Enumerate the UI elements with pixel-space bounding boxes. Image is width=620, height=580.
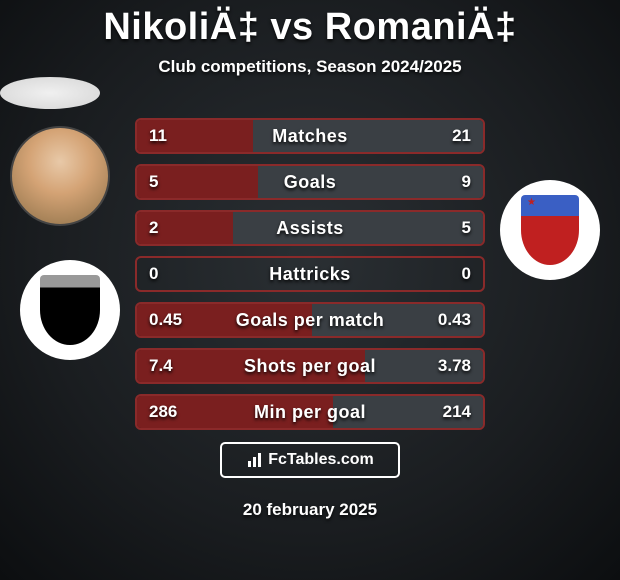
stat-value-right: 0.43 — [438, 310, 483, 330]
footer-date: 20 february 2025 — [0, 500, 620, 520]
stat-label: Goals — [137, 172, 483, 193]
stat-value-right: 3.78 — [438, 356, 483, 376]
brand-box: FcTables.com — [220, 442, 400, 478]
club-left-crest — [20, 260, 120, 360]
stat-value-right: 214 — [443, 402, 483, 422]
stat-label: Matches — [137, 126, 483, 147]
stat-label: Goals per match — [137, 310, 483, 331]
subtitle: Club competitions, Season 2024/2025 — [0, 57, 620, 77]
stat-value-right: 21 — [452, 126, 483, 146]
player-right-avatar — [0, 77, 100, 109]
stat-label: Min per goal — [137, 402, 483, 423]
page-title: NikoliÄ‡ vs RomaniÄ‡ — [0, 0, 620, 49]
stat-value-right: 9 — [462, 172, 483, 192]
stat-row: 286Min per goal214 — [135, 394, 485, 430]
stat-value-right: 5 — [462, 218, 483, 238]
stat-row: 7.4Shots per goal3.78 — [135, 348, 485, 384]
club-right-crest — [500, 180, 600, 280]
stat-label: Assists — [137, 218, 483, 239]
chart-icon — [246, 451, 264, 469]
stat-row: 5Goals9 — [135, 164, 485, 200]
brand-text: FcTables.com — [268, 451, 374, 469]
player-left-avatar — [10, 126, 110, 226]
stat-row: 0.45Goals per match0.43 — [135, 302, 485, 338]
stat-label: Shots per goal — [137, 356, 483, 377]
stat-row: 0Hattricks0 — [135, 256, 485, 292]
stat-row: 11Matches21 — [135, 118, 485, 154]
stat-label: Hattricks — [137, 264, 483, 285]
stat-row: 2Assists5 — [135, 210, 485, 246]
stats-bars: 11Matches215Goals92Assists50Hattricks00.… — [135, 118, 485, 440]
stat-value-right: 0 — [462, 264, 483, 284]
